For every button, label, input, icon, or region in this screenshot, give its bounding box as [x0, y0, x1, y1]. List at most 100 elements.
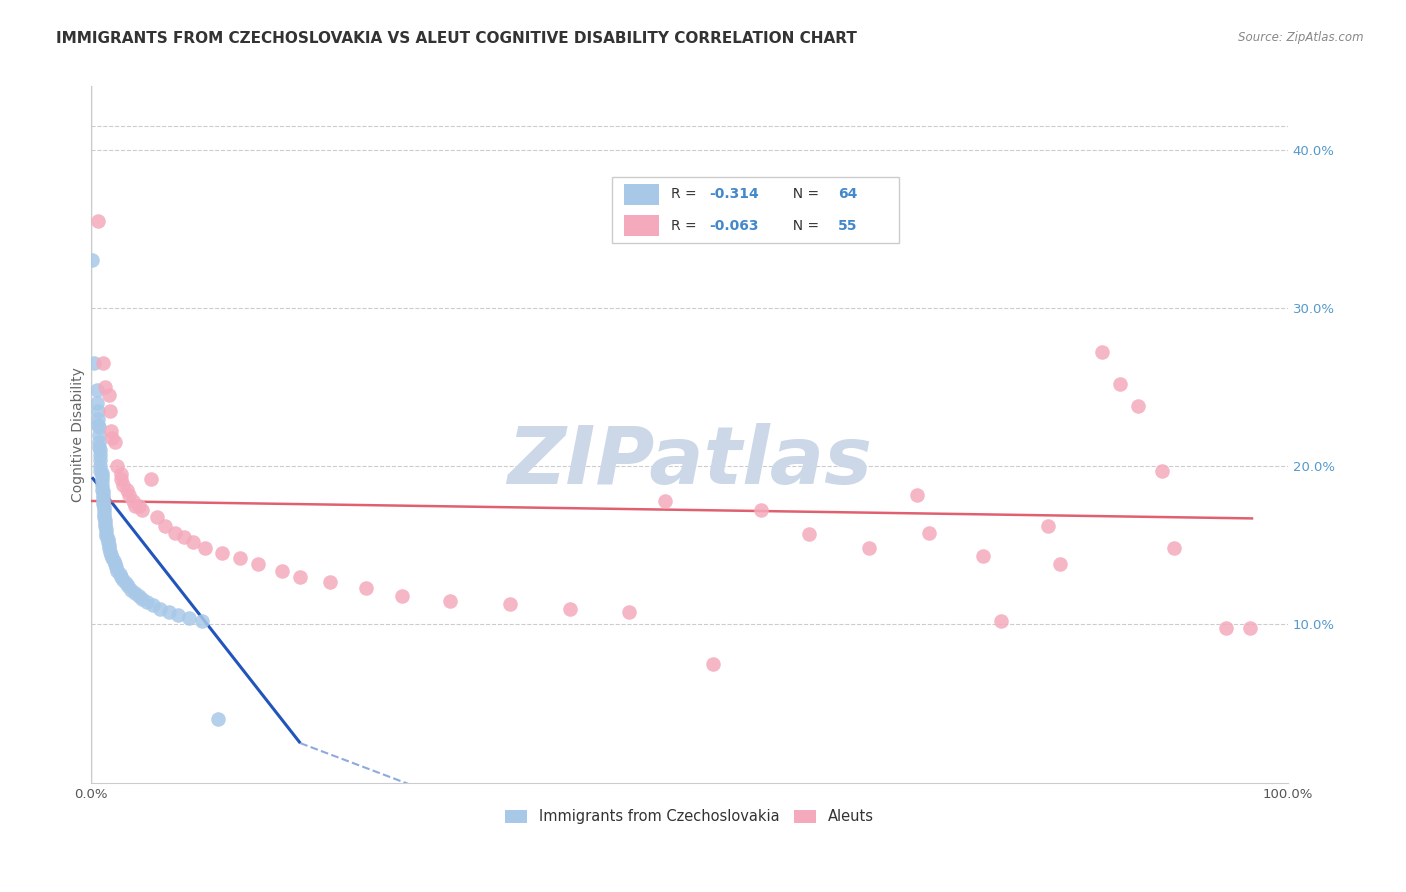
Point [114, 576, 136, 591]
Point [142, 599, 165, 613]
Text: 64: 64 [838, 187, 858, 202]
Point [271, 564, 294, 578]
Point [89, 464, 111, 478]
Text: IMMIGRANTS FROM CZECHOSLOVAKIA VS ALEUT COGNITIVE DISABILITY CORRELATION CHART: IMMIGRANTS FROM CZECHOSLOVAKIA VS ALEUT … [56, 31, 858, 46]
Point [117, 579, 139, 593]
Point [104, 558, 127, 572]
Text: -0.314: -0.314 [710, 187, 759, 202]
Point [153, 519, 176, 533]
Point [105, 459, 128, 474]
Point [558, 601, 581, 615]
Point [181, 535, 204, 549]
Point [91, 491, 114, 505]
Point [87, 411, 110, 425]
Text: R =: R = [672, 187, 702, 202]
Point [93, 507, 115, 521]
Point [89, 459, 111, 474]
Y-axis label: Cognitive Disability: Cognitive Disability [72, 368, 86, 502]
Point [96, 523, 118, 537]
Point [101, 431, 124, 445]
Point [749, 503, 772, 517]
Bar [623, 215, 659, 236]
Point [112, 573, 135, 587]
Point [97, 541, 120, 556]
Point [990, 614, 1012, 628]
Point [90, 483, 112, 497]
Point [94, 516, 117, 530]
Point [131, 592, 153, 607]
Point [91, 356, 114, 370]
Point [94, 519, 117, 533]
Point [93, 509, 115, 524]
Point [1049, 558, 1071, 572]
Point [104, 560, 127, 574]
Legend: Immigrants from Czechoslovakia, Aleuts: Immigrants from Czechoslovakia, Aleuts [505, 809, 873, 824]
Point [98, 404, 121, 418]
Point [797, 527, 820, 541]
Point [97, 388, 120, 402]
Point [87, 214, 110, 228]
Point [136, 595, 159, 609]
Point [121, 582, 143, 597]
Point [163, 525, 186, 540]
Point [211, 546, 233, 560]
Point [87, 404, 110, 418]
Point [90, 466, 112, 480]
Point [100, 425, 122, 439]
Point [391, 589, 413, 603]
Point [207, 712, 229, 726]
Point [905, 488, 928, 502]
Point [354, 581, 377, 595]
Point [319, 574, 342, 589]
Point [105, 564, 128, 578]
Point [972, 549, 994, 564]
Point [654, 494, 676, 508]
Point [702, 657, 724, 671]
Point [91, 494, 114, 508]
Point [108, 566, 131, 581]
Bar [623, 184, 659, 205]
Point [1163, 541, 1185, 556]
Point [94, 513, 117, 527]
Point [91, 488, 114, 502]
Point [90, 474, 112, 488]
Text: 55: 55 [838, 219, 858, 233]
Point [149, 601, 172, 615]
Point [139, 472, 162, 486]
Point [97, 538, 120, 552]
Point [145, 509, 167, 524]
Point [1239, 621, 1261, 635]
Point [96, 535, 118, 549]
Point [103, 554, 125, 568]
Point [157, 605, 180, 619]
FancyBboxPatch shape [612, 177, 898, 243]
Point [89, 453, 111, 467]
Point [89, 419, 111, 434]
Point [191, 614, 214, 628]
Point [96, 529, 118, 543]
Point [1128, 399, 1150, 413]
Point [89, 440, 111, 454]
Point [115, 483, 138, 497]
Point [128, 499, 150, 513]
Point [131, 503, 153, 517]
Point [89, 448, 111, 462]
Point [128, 589, 150, 603]
Point [90, 468, 112, 483]
Point [118, 488, 141, 502]
Point [93, 503, 115, 517]
Point [101, 551, 124, 566]
Point [100, 548, 122, 562]
Point [290, 570, 312, 584]
Point [93, 500, 115, 515]
Point [96, 525, 118, 540]
Point [110, 472, 132, 486]
Point [124, 499, 146, 513]
Point [90, 478, 112, 492]
Point [173, 530, 195, 544]
Point [94, 380, 117, 394]
Text: -0.063: -0.063 [710, 219, 759, 233]
Point [110, 570, 132, 584]
Point [89, 435, 111, 450]
Text: Source: ZipAtlas.com: Source: ZipAtlas.com [1239, 31, 1364, 45]
